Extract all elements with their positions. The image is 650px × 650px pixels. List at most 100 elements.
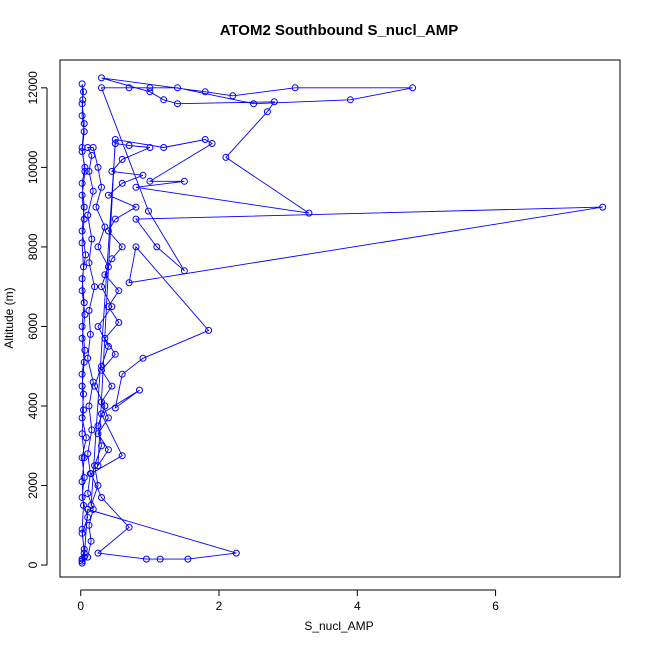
data-point: [108, 167, 116, 175]
data-point: [80, 501, 87, 509]
data-point: [85, 521, 93, 529]
data-point: [115, 287, 123, 295]
chart-title: ATOM2 Southbound S_nucl_AMP: [220, 22, 459, 39]
data-point: [80, 88, 87, 96]
data-point: [88, 235, 96, 243]
data-point: [78, 239, 86, 247]
data-point: [78, 80, 86, 88]
data-point: [205, 326, 213, 334]
data-point: [98, 362, 105, 370]
x-tick-label: 6: [492, 599, 499, 613]
data-point: [108, 303, 116, 311]
data-point: [104, 263, 112, 271]
data-point: [125, 84, 133, 92]
data-point: [88, 426, 96, 434]
data-point: [132, 243, 140, 251]
data-point: [78, 525, 86, 533]
data-point: [78, 494, 86, 501]
data-point: [78, 275, 86, 283]
data-point: [85, 402, 93, 410]
data-point: [82, 434, 90, 442]
data-point: [85, 307, 93, 314]
data-point: [132, 183, 140, 191]
data-point: [78, 334, 86, 342]
data-point: [94, 482, 102, 489]
data-point: [98, 494, 105, 501]
plot-frame: [59, 59, 621, 578]
data-point: [180, 267, 188, 275]
x-tick-label: 2: [216, 599, 223, 613]
data-point: [132, 203, 140, 211]
data-point: [81, 163, 89, 171]
data-point: [82, 251, 90, 259]
data-point: [94, 243, 102, 251]
data-point: [111, 140, 119, 147]
data-point: [146, 84, 154, 92]
data-point: [98, 442, 105, 450]
data-point: [78, 382, 86, 390]
data-point: [78, 191, 86, 199]
data-point: [78, 478, 86, 486]
data-point: [104, 303, 112, 311]
data-point: [118, 155, 126, 163]
data-point: [80, 545, 88, 553]
data-point: [80, 128, 88, 136]
data-point: [104, 227, 112, 235]
y-tick-label: 4000: [26, 392, 40, 419]
data-point: [84, 211, 92, 219]
data-point: [104, 191, 112, 199]
data-point: [80, 549, 88, 557]
data-point: [84, 513, 92, 521]
data-point: [87, 501, 95, 509]
data-point: [81, 167, 89, 175]
data-point: [125, 523, 133, 531]
data-point: [118, 370, 126, 378]
y-axis: 0 2000 4000 6000 8000 10000 12000: [26, 71, 48, 568]
data-point: [84, 354, 92, 362]
data-point: [94, 549, 102, 557]
data-point: [78, 100, 86, 108]
data-point: [270, 98, 278, 106]
data-point: [88, 151, 96, 159]
data-point: [98, 74, 105, 82]
data-point: [111, 404, 119, 412]
data-point: [111, 136, 119, 143]
data-point: [89, 144, 97, 151]
data-point: [92, 203, 100, 211]
data-point: [108, 382, 116, 390]
data-point: [180, 177, 188, 185]
data-point: [346, 96, 354, 104]
data-point: [78, 559, 86, 567]
data-point: [125, 279, 133, 287]
data-point: [94, 462, 102, 470]
data-point: [91, 283, 99, 291]
data-point: [101, 402, 109, 410]
data-point: [250, 100, 258, 108]
data-point: [118, 452, 126, 460]
data-point: [80, 215, 88, 223]
data-point: [80, 406, 87, 414]
data-point: [91, 462, 99, 470]
data-point: [98, 398, 105, 406]
data-point: [174, 100, 181, 108]
data-point: [78, 430, 86, 438]
data-point: [87, 537, 95, 545]
data-point: [222, 153, 230, 161]
data-point: [201, 88, 209, 96]
data-point: [98, 410, 105, 418]
data-point: [208, 140, 216, 147]
data-point: [94, 323, 102, 330]
y-tick-label: 12000: [26, 71, 40, 105]
data-point: [145, 207, 152, 215]
data-point: [146, 88, 154, 96]
data-point: [80, 203, 88, 211]
data-point: [156, 555, 164, 563]
data-point: [108, 255, 116, 263]
data-point: [136, 386, 143, 394]
data-point: [599, 203, 607, 211]
data-point: [98, 183, 105, 191]
data-point: [84, 505, 92, 513]
data-point: [104, 446, 112, 454]
data-point: [111, 215, 119, 223]
data-point: [84, 490, 92, 497]
